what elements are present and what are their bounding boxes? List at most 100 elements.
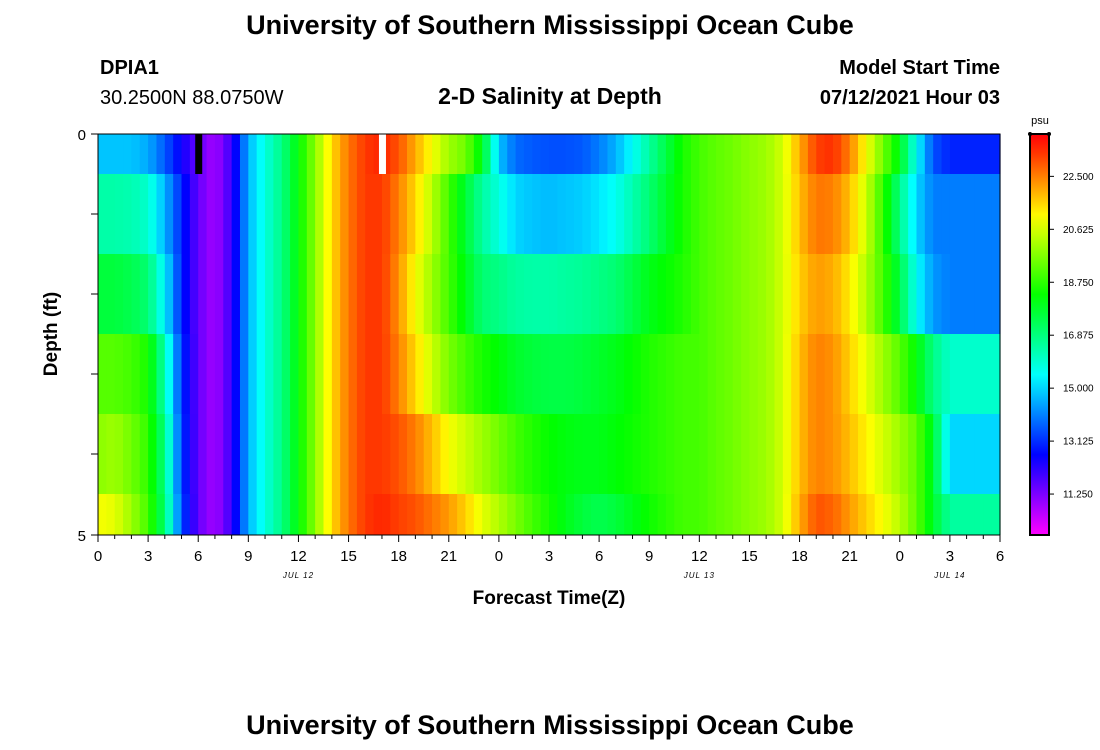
heatmap-cell	[256, 414, 266, 494]
heatmap-cell	[515, 134, 525, 174]
colorbar-unit: psu	[1031, 115, 1049, 127]
heatmap-cell	[365, 494, 375, 535]
heatmap-cell	[248, 134, 258, 174]
x-tick-label: 0	[896, 548, 904, 565]
heatmap-cell	[874, 134, 884, 174]
heatmap-cell	[782, 494, 792, 535]
time-marker	[378, 134, 386, 174]
heatmap-cell	[991, 174, 1001, 254]
heatmap-cell	[214, 494, 224, 535]
heatmap-cell	[732, 334, 742, 414]
heatmap-cell	[365, 134, 375, 174]
heatmap-cell	[766, 174, 776, 254]
heatmap-cell	[582, 414, 592, 494]
heatmap-cell	[131, 414, 141, 494]
heatmap-cell	[515, 254, 525, 334]
heatmap-cell	[373, 334, 383, 414]
heatmap-cell	[983, 414, 993, 494]
heatmap-cell	[189, 254, 199, 334]
heatmap-cell	[356, 134, 366, 174]
heatmap-cell	[557, 334, 567, 414]
heatmap-cell	[924, 174, 934, 254]
heatmap-cell	[473, 494, 483, 535]
heatmap-cell	[674, 254, 684, 334]
heatmap-cell	[991, 254, 1001, 334]
heatmap-cell	[290, 414, 300, 494]
heatmap-cell	[523, 414, 533, 494]
heatmap-cell	[607, 414, 617, 494]
heatmap-cell	[457, 414, 467, 494]
colorbar-corner	[1028, 132, 1032, 136]
heatmap-cell	[323, 494, 333, 535]
heatmap-cell	[657, 494, 667, 535]
heatmap-cell	[239, 134, 249, 174]
heatmap-cell	[624, 254, 634, 334]
chart-subtitle: 2-D Salinity at Depth	[438, 83, 662, 109]
heatmap-cell	[181, 494, 191, 535]
heatmap-cell	[958, 174, 968, 254]
heatmap-cell	[398, 494, 408, 535]
heatmap-cell	[657, 134, 667, 174]
heatmap-cell	[782, 134, 792, 174]
heatmap-cell	[858, 174, 867, 254]
heatmap-cell	[949, 414, 959, 494]
heatmap-cell	[231, 254, 241, 334]
heatmap-cell	[549, 334, 558, 414]
heatmap-cell	[106, 414, 116, 494]
heatmap-cell	[933, 414, 943, 494]
heatmap-cell	[607, 494, 617, 535]
heatmap-cell	[966, 134, 976, 174]
heatmap-cell	[156, 494, 166, 535]
heatmap-cell	[757, 334, 767, 414]
heatmap-cell	[265, 494, 274, 535]
heatmap-cell	[941, 174, 951, 254]
heatmap-cell	[632, 254, 642, 334]
heatmap-cell	[991, 414, 1001, 494]
heatmap-cell	[674, 174, 684, 254]
heatmap-cell	[807, 174, 817, 254]
heatmap-cell	[214, 134, 224, 174]
heatmap-cell	[732, 414, 742, 494]
heatmap-cell	[173, 134, 183, 174]
heatmap-cell	[498, 494, 508, 535]
heatmap-cell	[924, 134, 934, 174]
heatmap-cell	[473, 334, 483, 414]
heatmap-cell	[315, 134, 325, 174]
heatmap-cell	[941, 494, 951, 535]
heatmap-cell	[632, 334, 642, 414]
heatmap-cell	[123, 254, 133, 334]
heatmap-cell	[766, 134, 776, 174]
heatmap-cell	[757, 494, 767, 535]
heatmap-cell	[490, 334, 500, 414]
heatmap-cell	[983, 174, 993, 254]
heatmap-cell	[290, 334, 300, 414]
heatmap-cell	[858, 254, 867, 334]
heatmap-cell	[482, 254, 492, 334]
heatmap-cell	[582, 334, 592, 414]
page-title: University of Southern Mississippi Ocean…	[246, 10, 854, 40]
heatmap-cell	[415, 494, 425, 535]
heatmap-cell	[682, 334, 692, 414]
heatmap-cell	[206, 494, 216, 535]
heatmap-cell	[123, 414, 133, 494]
heatmap-cell	[866, 174, 876, 254]
heatmap-cell	[173, 174, 183, 254]
heatmap-cell	[348, 334, 358, 414]
heatmap-cell	[206, 174, 216, 254]
heatmap-cell	[156, 334, 166, 414]
heatmap-cell	[824, 414, 834, 494]
heatmap-cell	[690, 334, 700, 414]
heatmap-cell	[640, 414, 650, 494]
heatmap-cell	[816, 334, 826, 414]
heatmap-cell	[799, 334, 809, 414]
heatmap-cell	[649, 334, 659, 414]
heatmap-cell	[599, 134, 609, 174]
heatmap-cell	[331, 494, 341, 535]
heatmap-cell	[381, 134, 391, 174]
heatmap-cell	[298, 334, 308, 414]
heatmap-cell	[256, 494, 266, 535]
heatmap-cell	[624, 334, 634, 414]
heatmap-cell	[273, 494, 283, 535]
heatmap-cell	[791, 254, 801, 334]
heatmap-cell	[565, 134, 575, 174]
